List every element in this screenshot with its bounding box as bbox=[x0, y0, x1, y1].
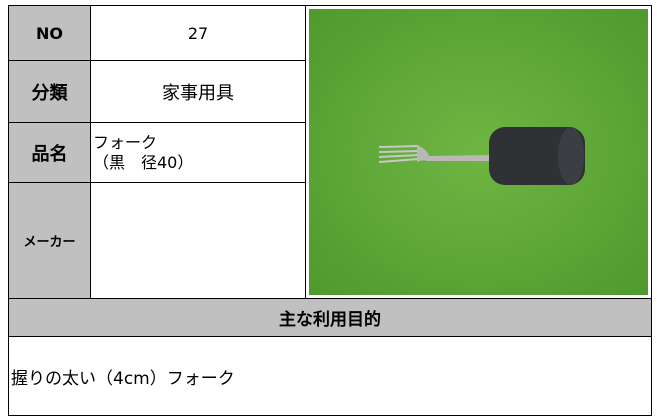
section-heading: 主な利用目的 bbox=[8, 298, 652, 337]
label-cell: メーカー bbox=[8, 182, 91, 299]
value-cell bbox=[90, 182, 306, 299]
photo bbox=[309, 9, 648, 295]
label-cell: 品名 bbox=[8, 122, 91, 183]
value-cell: 27 bbox=[90, 5, 306, 61]
photo-cell bbox=[305, 5, 652, 299]
label-cell: 分類 bbox=[8, 60, 91, 123]
value-line: フォーク bbox=[93, 132, 158, 152]
value-cell: フォーク （黒 径40） bbox=[90, 122, 306, 183]
label-cell: NO bbox=[8, 5, 91, 61]
value-cell: 家事用具 bbox=[90, 60, 306, 123]
value-line: （黒 径40） bbox=[93, 152, 194, 172]
purpose-text: 握りの太い（4cm）フォーク bbox=[8, 336, 652, 416]
